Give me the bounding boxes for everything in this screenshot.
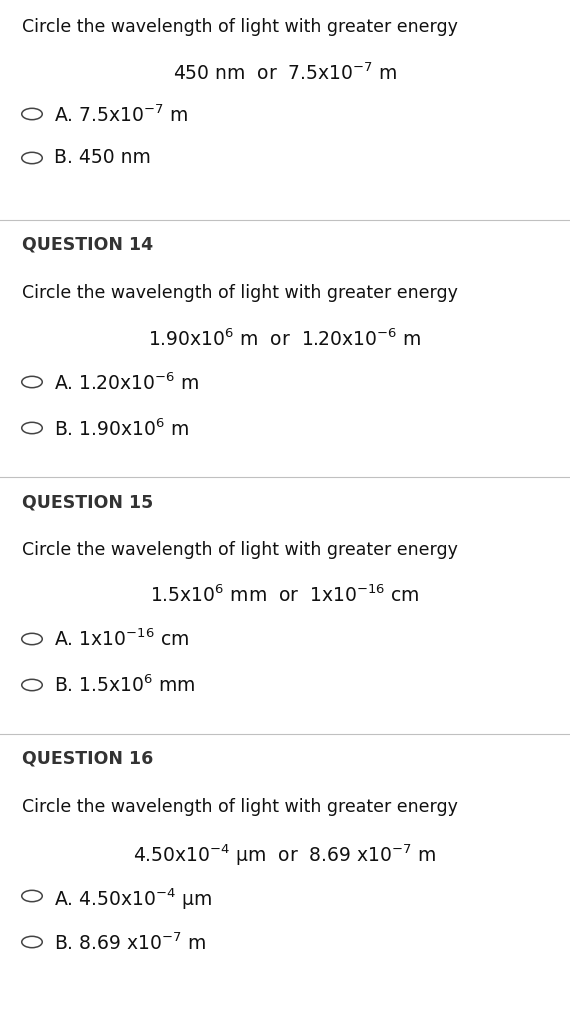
Text: QUESTION 15: QUESTION 15 xyxy=(22,493,153,511)
Text: B. 8.69 x10$^{-7}$ m: B. 8.69 x10$^{-7}$ m xyxy=(54,932,206,954)
Text: Circle the wavelength of light with greater energy: Circle the wavelength of light with grea… xyxy=(22,284,458,302)
Text: B. 1.90x10$^{6}$ m: B. 1.90x10$^{6}$ m xyxy=(54,418,189,440)
Text: B. 1.5x10$^{6}$ mm: B. 1.5x10$^{6}$ mm xyxy=(54,675,196,697)
Text: B. 450 nm: B. 450 nm xyxy=(54,148,151,167)
Text: A. 7.5x10$^{-7}$ m: A. 7.5x10$^{-7}$ m xyxy=(54,104,188,125)
Text: Circle the wavelength of light with greater energy: Circle the wavelength of light with grea… xyxy=(22,541,458,559)
Text: 450 nm  or  7.5x10$^{-7}$ m: 450 nm or 7.5x10$^{-7}$ m xyxy=(173,62,397,83)
Text: QUESTION 16: QUESTION 16 xyxy=(22,750,153,768)
Text: 1.5x10$^{6}$ mm  or  1x10$^{-16}$ cm: 1.5x10$^{6}$ mm or 1x10$^{-16}$ cm xyxy=(150,585,420,607)
Text: 1.90x10$^{6}$ m  or  1.20x10$^{-6}$ m: 1.90x10$^{6}$ m or 1.20x10$^{-6}$ m xyxy=(148,328,422,350)
Text: Circle the wavelength of light with greater energy: Circle the wavelength of light with grea… xyxy=(22,19,458,36)
Text: A. 1.20x10$^{-6}$ m: A. 1.20x10$^{-6}$ m xyxy=(54,372,200,394)
Text: A. 4.50x10$^{-4}$ μm: A. 4.50x10$^{-4}$ μm xyxy=(54,886,212,912)
Text: A. 1x10$^{-16}$ cm: A. 1x10$^{-16}$ cm xyxy=(54,629,189,651)
Text: 4.50x10$^{-4}$ μm  or  8.69 x10$^{-7}$ m: 4.50x10$^{-4}$ μm or 8.69 x10$^{-7}$ m xyxy=(133,842,437,868)
Text: Circle the wavelength of light with greater energy: Circle the wavelength of light with grea… xyxy=(22,798,458,816)
Text: QUESTION 14: QUESTION 14 xyxy=(22,236,153,254)
